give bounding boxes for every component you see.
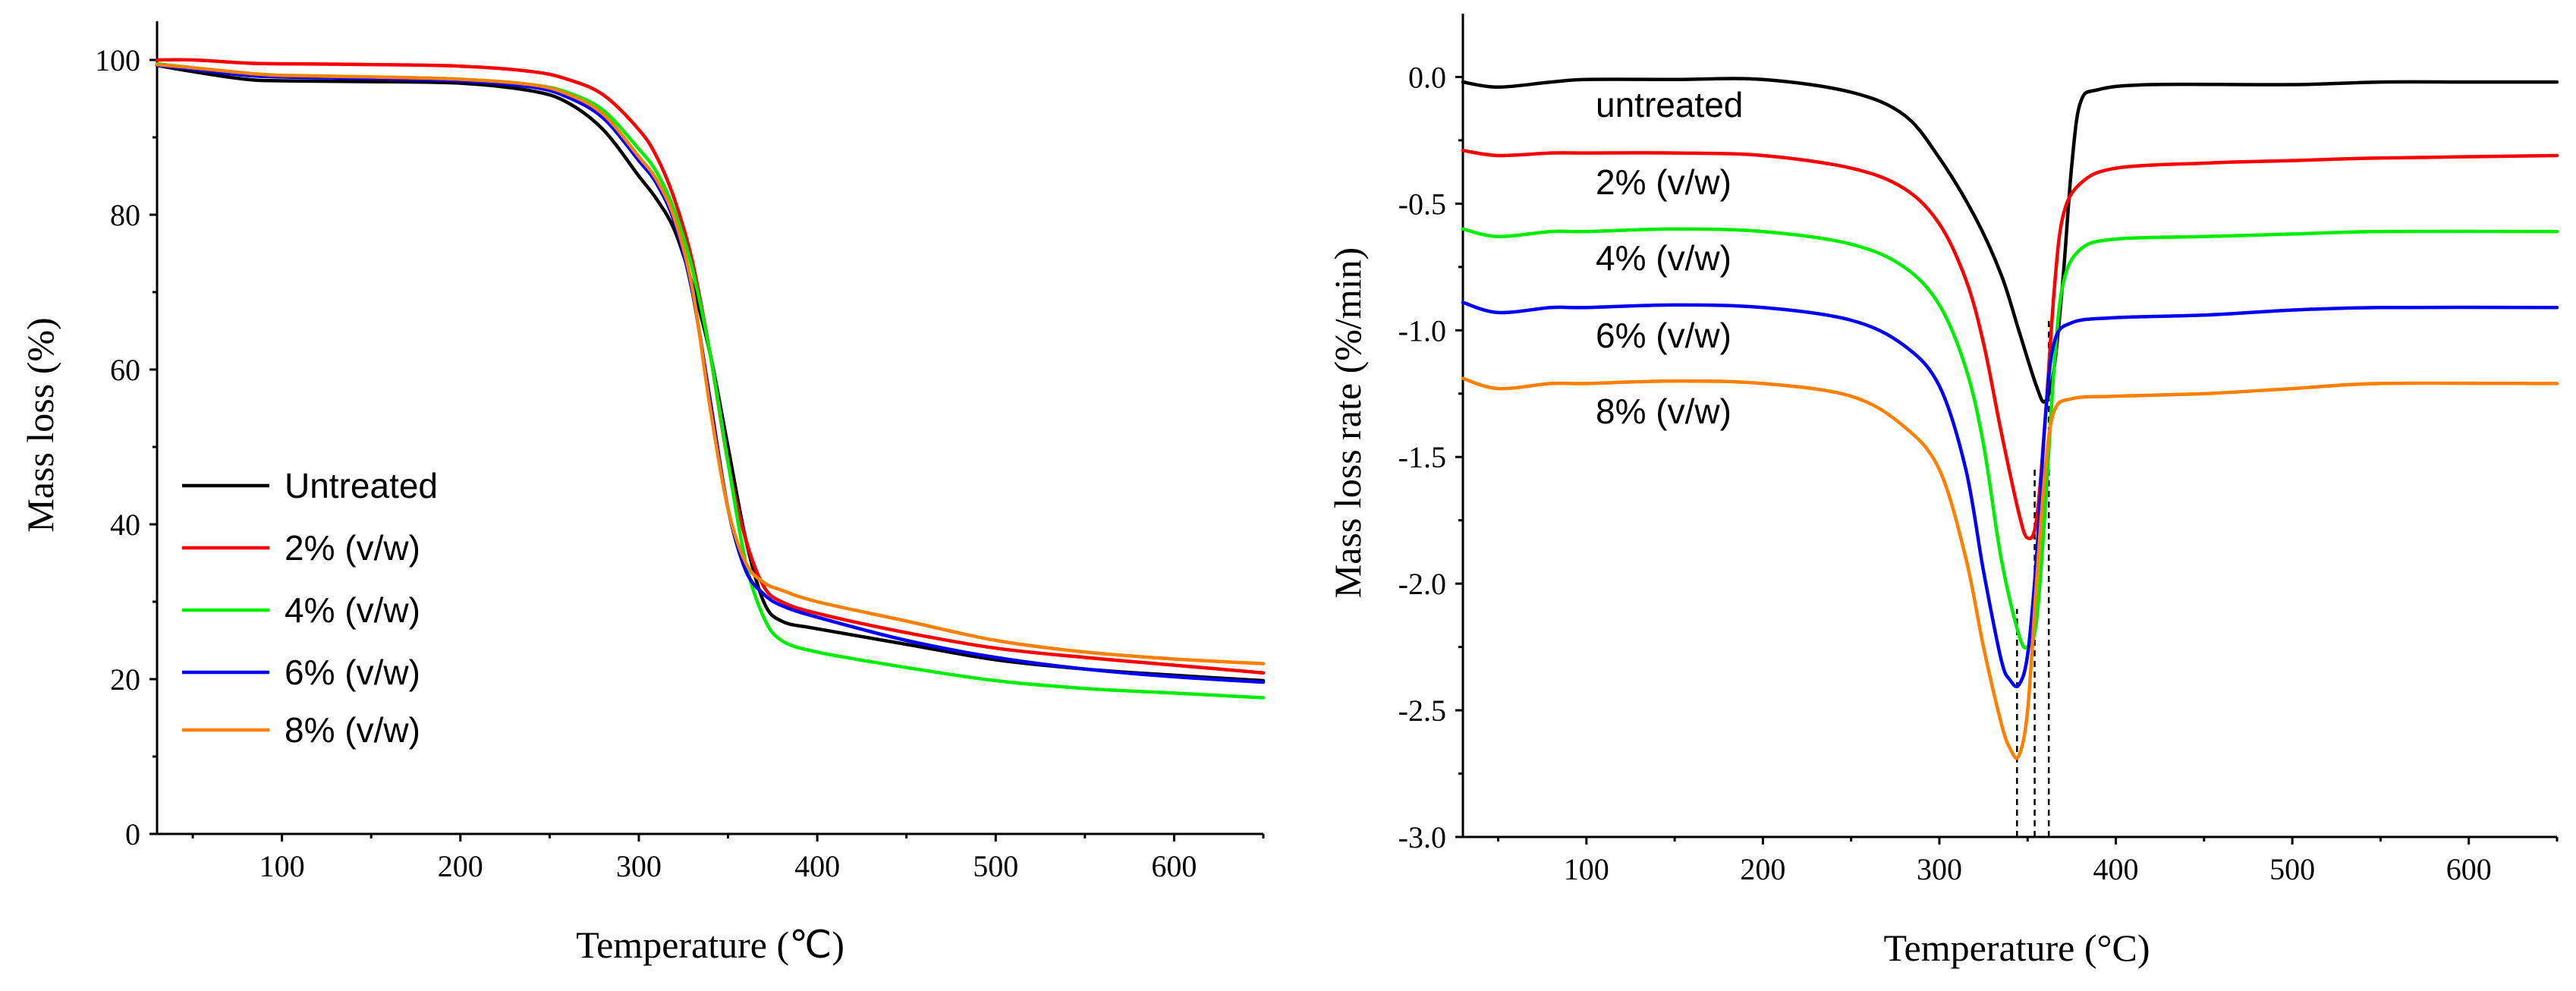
left-x-tick-label-200: 200 [438, 849, 483, 883]
legend-label-2pct: 2% (v/w) [285, 528, 420, 568]
right-curve-2-v-w [1461, 149, 2559, 541]
label-6pct: 6% (v/w) [1596, 316, 1731, 355]
right-y-tick-label-0-5: -0.5 [1398, 187, 1446, 221]
right-y-tick-label-2-5: -2.5 [1398, 694, 1446, 728]
legend-label-6pct: 6% (v/w) [285, 653, 420, 692]
left-y-axis-title: Mass loss (%) [19, 317, 61, 532]
left-curve-2-v-w [155, 58, 1266, 675]
right-x-tick-label-600: 600 [2446, 852, 2492, 886]
left-x-ticks: 100 200 300 400 500 600 [191, 834, 1265, 883]
label-8pct: 8% (v/w) [1596, 392, 1731, 431]
legend-entry-2pct: 2% (v/w) [182, 528, 420, 568]
right-x-tick-label-500: 500 [2269, 852, 2315, 886]
left-curve-8-v-w [155, 62, 1266, 665]
right-y-ticks: 0.0 -0.5 -1.0 -1.5 -2.0 -2.5 -3.0 [1398, 60, 1463, 854]
right-y-tick-label-1-5: -1.5 [1398, 440, 1446, 474]
right-chart: 100 200 300 400 500 600 0.0 -0.5 -1.0 -1.5 -2.0 -2… [1326, 14, 2559, 969]
legend-entry-8pct: 8% (v/w) [182, 710, 420, 750]
left-x-axis-title: Temperature (℃) [576, 923, 845, 966]
right-curve-4-v-w [1461, 227, 2559, 650]
left-x-tick-label-100: 100 [259, 849, 305, 883]
right-x-axis-title: Temperature (°C) [1883, 927, 2150, 969]
label-4pct: 4% (v/w) [1596, 238, 1731, 278]
right-y-axis-title: Mass loss rate (%/min) [1326, 247, 1369, 598]
right-curve-8-v-w [1461, 376, 2559, 760]
left-y-tick-label-40: 40 [110, 508, 140, 542]
right-x-tick-label-400: 400 [2093, 852, 2139, 886]
legend-entry-6pct: 6% (v/w) [182, 653, 420, 692]
left-y-tick-label-0: 0 [125, 817, 140, 851]
left-curve-untreated [155, 63, 1266, 683]
legend-entry-untreated: Untreated [182, 466, 438, 505]
left-x-tick-label-300: 300 [616, 849, 662, 883]
legend-entry-4pct: 4% (v/w) [182, 590, 420, 630]
left-legend: Untreated 2% (v/w) 4% (v/w) 6% (v/w) 8% … [182, 466, 438, 750]
right-peak-markers [2016, 317, 2050, 837]
right-y-tick-label-3: -3.0 [1398, 820, 1446, 854]
label-untreated: untreated [1596, 85, 1743, 124]
left-x-tick-label-600: 600 [1151, 849, 1197, 883]
left-y-tick-label-60: 60 [110, 353, 140, 387]
right-y-tick-label-2: -2.0 [1398, 567, 1446, 601]
right-x-tick-label-100: 100 [1564, 852, 1609, 886]
right-curves [1461, 77, 2559, 760]
right-x-tick-label-300: 300 [1917, 852, 1962, 886]
right-x-tick-label-200: 200 [1740, 852, 1785, 886]
left-y-tick-label-20: 20 [110, 662, 140, 697]
left-chart: 100 200 300 400 500 600 0 20 40 60 80 100 Temperat… [19, 21, 1266, 966]
left-y-ticks: 0 20 40 60 80 100 [95, 43, 157, 851]
right-curve-6-v-w [1461, 300, 2559, 689]
legend-label-4pct: 4% (v/w) [285, 590, 420, 630]
left-curves [155, 58, 1266, 700]
legend-label-untreated: Untreated [285, 466, 438, 505]
label-2pct: 2% (v/w) [1596, 162, 1731, 202]
left-x-tick-label-400: 400 [794, 849, 840, 883]
right-y-tick-label-0: 0.0 [1408, 60, 1446, 94]
legend-label-8pct: 8% (v/w) [285, 710, 420, 750]
left-y-tick-label-80: 80 [110, 198, 140, 232]
left-x-tick-label-500: 500 [973, 849, 1018, 883]
left-plot-frame [156, 21, 1263, 835]
right-y-tick-label-1: -1.0 [1398, 313, 1446, 348]
right-curve-untreated [1461, 77, 2559, 404]
left-y-tick-label-100: 100 [95, 43, 140, 77]
right-x-ticks: 100 200 300 400 500 600 [1497, 837, 2559, 886]
